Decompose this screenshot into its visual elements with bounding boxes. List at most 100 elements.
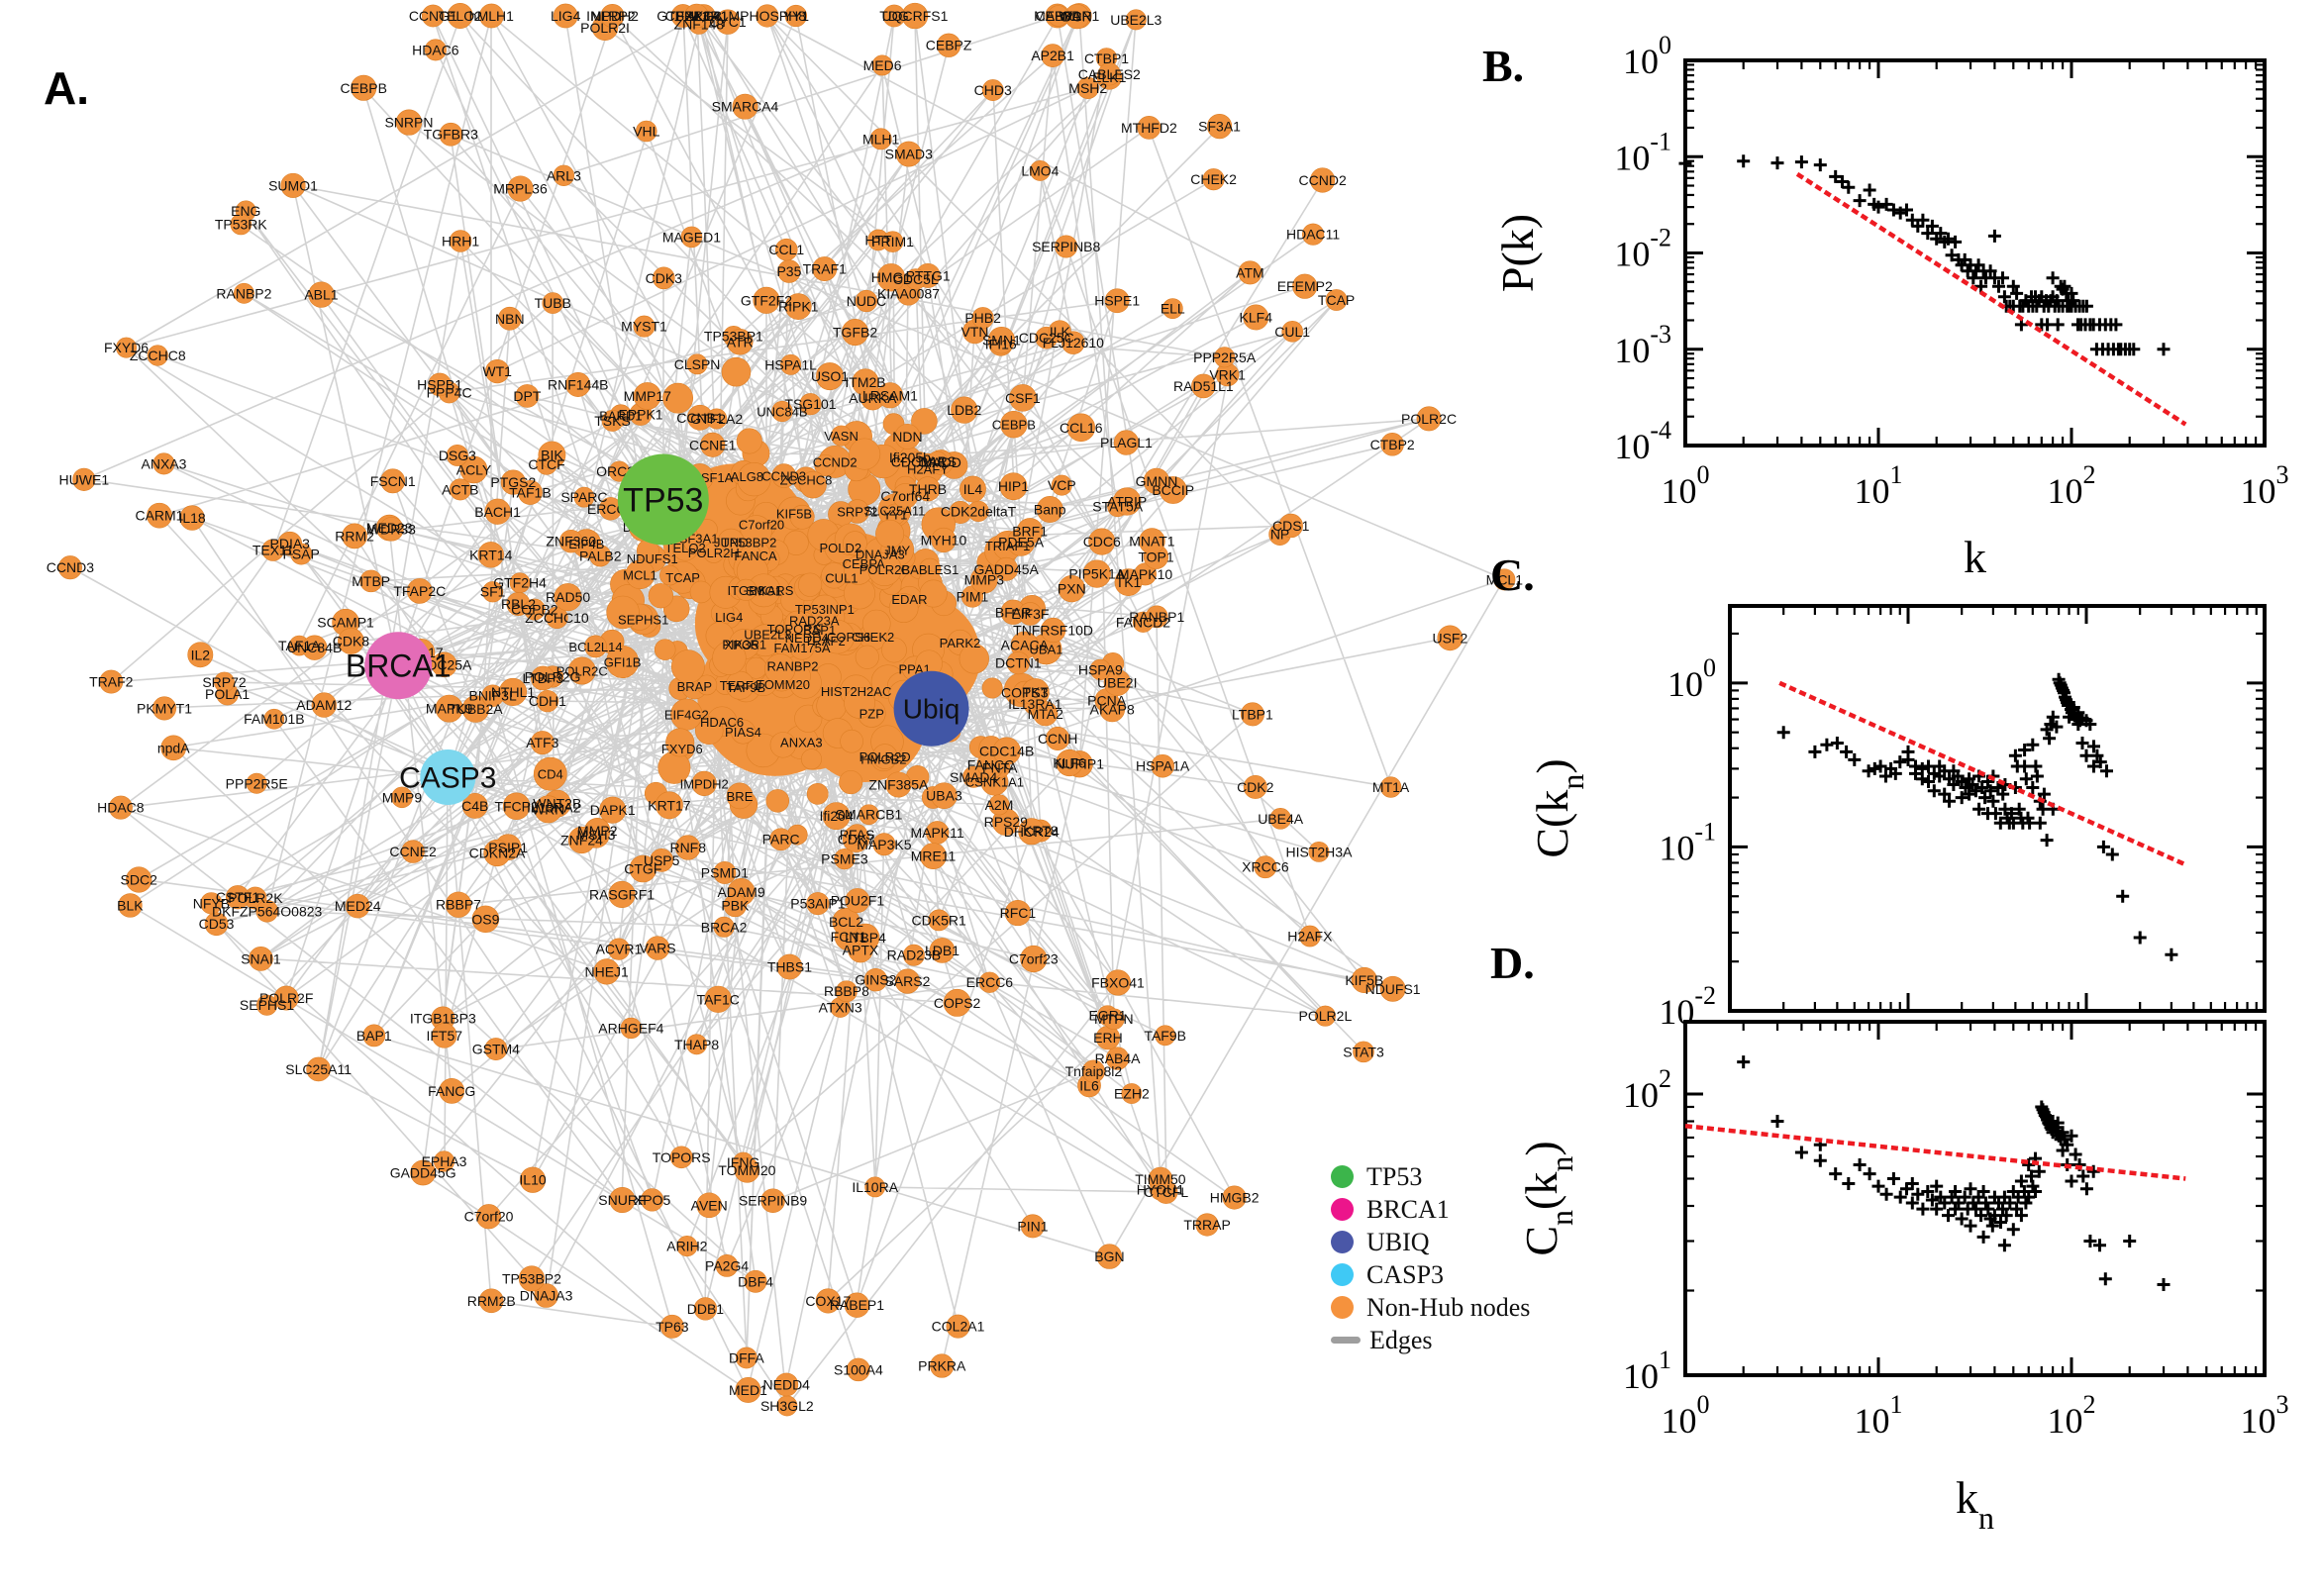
network-node: [601, 410, 624, 432]
network-node: [737, 462, 771, 497]
network-node: [1096, 1244, 1123, 1269]
network-node: [1308, 841, 1330, 862]
network-node: [1048, 5, 1069, 27]
scatter-points-D: [1737, 1055, 2171, 1291]
gene-label: UBA3: [926, 788, 962, 804]
gene-label: CD53: [199, 916, 235, 932]
network-node: [1051, 474, 1072, 496]
gene-label: HDAC11: [1286, 227, 1340, 243]
gene-label: TFAP2C: [393, 583, 446, 599]
network-node: [401, 840, 425, 863]
gene-label: SERPINB9: [739, 1193, 807, 1209]
gene-label: RFC1: [1000, 905, 1037, 921]
network-node: [844, 687, 875, 719]
gene-label: BACH1: [474, 504, 521, 520]
network-node: [1113, 430, 1140, 455]
gene-label: MMP3: [964, 572, 1005, 588]
gene-label: USP5: [644, 852, 680, 868]
gene-label: HRH1: [442, 233, 479, 249]
gene-label: CSF1: [1005, 390, 1041, 406]
network-node: [861, 609, 891, 639]
gene-label: LIG4: [715, 610, 743, 625]
gene-label: IFI16: [985, 336, 1017, 351]
gene-label: PBK: [721, 897, 750, 913]
network-node: [395, 109, 423, 136]
legend-item-brca1: BRCA1: [1331, 1193, 1530, 1226]
network-node: [255, 900, 278, 923]
network-node: [606, 645, 640, 679]
network-node: [509, 572, 531, 593]
network-node: [461, 792, 488, 819]
gene-label: CUL1: [825, 571, 858, 586]
network-node: [836, 980, 858, 1003]
gene-label: Banp: [1034, 501, 1066, 517]
gene-label: TRAF2: [805, 634, 846, 648]
gene-label: BRCA2: [701, 919, 748, 935]
y-tick-label-B: 10-2: [1614, 224, 1671, 274]
gene-label: ADAM9: [717, 884, 764, 900]
gene-label: CCND2: [813, 454, 858, 469]
network-node: [519, 1166, 547, 1193]
network-node: [1004, 900, 1031, 927]
network-node: [311, 692, 337, 718]
gene-label: ZNF24: [560, 832, 603, 848]
network-node: [290, 543, 313, 565]
network-node: [927, 450, 949, 472]
network-node: [502, 792, 531, 820]
gene-label: CTCF: [528, 456, 564, 472]
gene-label: NP: [1270, 527, 1289, 543]
gene-label: DDB1: [687, 1301, 725, 1317]
network-node: [715, 1254, 739, 1277]
gene-label: EPHA3: [422, 1153, 467, 1169]
network-node: [567, 656, 596, 685]
gene-label: ARL3: [547, 167, 581, 183]
gene-label: C4B: [461, 798, 488, 814]
network-node: [359, 569, 382, 593]
gene-label: SCAMP1: [317, 615, 374, 631]
gene-label: UBA1: [1030, 642, 1063, 656]
network-node: [342, 523, 367, 549]
legend-label: BRCA1: [1366, 1194, 1450, 1224]
gene-label: BCCIP: [1152, 482, 1194, 498]
gene-label: ILK: [1050, 324, 1071, 340]
gene-label: CEBPA: [843, 556, 885, 571]
gene-label: EDAR: [891, 592, 927, 607]
gene-label: MTA2: [1028, 706, 1064, 722]
network-node: [379, 517, 404, 542]
network-node: [536, 689, 559, 713]
network-node: [431, 651, 457, 678]
gene-label: TOP1: [1138, 549, 1174, 564]
plot-frame-C: [1728, 604, 2267, 1013]
gene-label: npdA: [157, 740, 190, 755]
gene-label: KRT17: [648, 797, 691, 813]
gene-label: OS9: [471, 911, 499, 927]
gene-label: IFT57: [426, 1028, 462, 1044]
gene-label: MED1: [729, 1382, 767, 1398]
gene-label: MAPK9: [426, 701, 473, 717]
gene-label: DNAJA3: [856, 548, 905, 562]
ubiq-node-icon: [1331, 1231, 1354, 1253]
network-node: [1040, 617, 1066, 644]
network-node: [1097, 62, 1121, 86]
gene-label: POLR2C: [556, 663, 608, 678]
power-law-fit-line-D: [1684, 1123, 2186, 1181]
gene-label: SUMO1: [268, 177, 318, 193]
network-node: [849, 438, 881, 470]
gene-label: TSG101: [784, 396, 836, 412]
network-node: [338, 628, 364, 654]
gene-label: COX17: [805, 1293, 851, 1309]
network-node: [801, 748, 822, 770]
network-node: [1437, 625, 1464, 651]
gene-label: YY1: [883, 507, 908, 522]
network-node: [449, 230, 472, 252]
gene-label: KIF5B: [776, 507, 812, 522]
gene-label: RPS29: [984, 814, 1029, 830]
network-node: [410, 1159, 437, 1186]
network-node: [872, 833, 896, 856]
network-node: [179, 505, 205, 531]
gene-label: PSMD1: [701, 864, 749, 880]
gene-label: NEDD4: [785, 631, 829, 646]
gene-label: MTHFD2: [1121, 120, 1177, 136]
gene-label: PSME3: [821, 851, 868, 867]
network-node: [1041, 44, 1064, 67]
